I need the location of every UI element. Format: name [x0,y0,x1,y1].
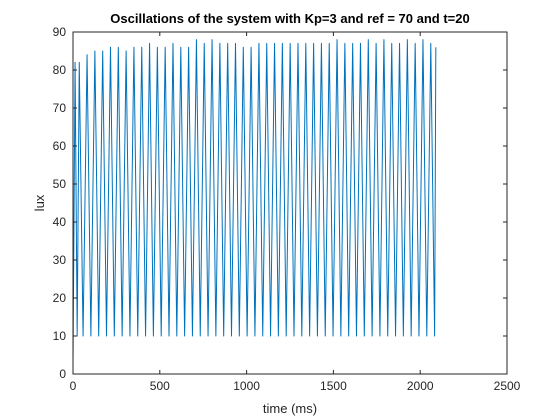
y-tick-label: 10 [53,329,67,343]
y-tick-label: 90 [53,25,67,39]
series-line-1 [72,39,437,367]
y-tick-label: 60 [53,139,67,153]
x-tick-label: 0 [70,379,77,393]
x-tick-label: 2000 [407,379,434,393]
y-tick-label: 30 [53,253,67,267]
axes-layer: 0 500 1000 1500 2000 2500 0 10 20 30 40 50 60 70 80 90 [53,25,521,393]
y-tick-label: 50 [53,177,67,191]
x-tick-label: 2500 [494,379,521,393]
y-tick-label: 80 [53,63,67,77]
series-layer [72,39,437,367]
axes-box [72,31,508,375]
x-tick-label: 1000 [233,379,260,393]
chart-title: Oscillations of the system with Kp=3 and… [110,11,469,26]
x-axis-label: time (ms) [263,401,317,416]
y-tick-label: 70 [53,101,67,115]
y-tick-label: 0 [59,367,66,381]
y-axis-label: lux [32,194,47,211]
y-tick-label: 20 [53,291,67,305]
y-tick-label: 40 [53,215,67,229]
x-tick-label: 1500 [320,379,347,393]
x-tick-label: 500 [150,379,170,393]
